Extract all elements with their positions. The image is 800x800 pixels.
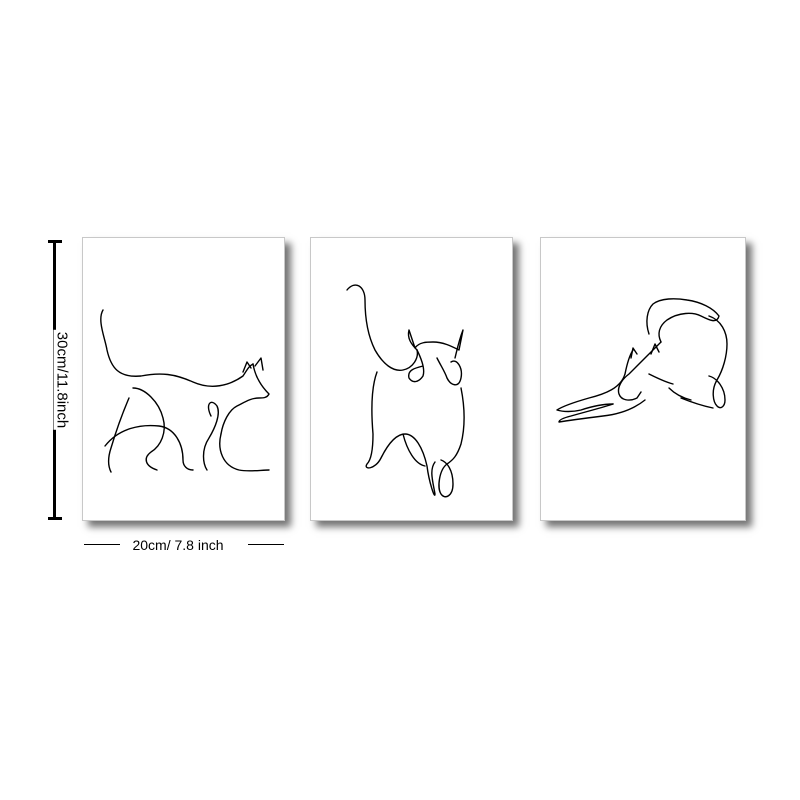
art-panel-sitting-cat xyxy=(310,237,513,521)
walking-cat-drawing xyxy=(100,309,270,473)
width-dimension-label: 20cm/ 7.8 inch xyxy=(132,537,224,553)
width-dimension-marker xyxy=(84,544,284,546)
height-dimension-label: 30cm/11.8inch xyxy=(53,329,71,431)
width-dimension-left-line xyxy=(84,544,120,545)
height-dimension-bottom-cap xyxy=(48,517,62,520)
stretching-cat-drawing xyxy=(556,298,728,423)
art-panel-stretching-cat xyxy=(540,237,746,521)
width-dimension-right-line xyxy=(248,544,284,545)
sitting-cat-drawing xyxy=(346,284,465,498)
art-panel-walking-cat xyxy=(82,237,285,521)
